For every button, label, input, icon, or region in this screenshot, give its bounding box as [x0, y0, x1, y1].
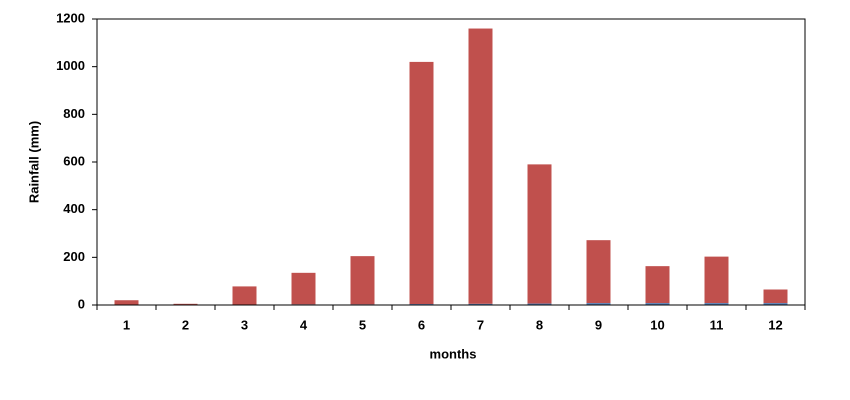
x-tick-label: 10	[650, 317, 664, 332]
bar	[468, 28, 493, 304]
bar	[409, 61, 434, 305]
x-tick-label: 1	[123, 317, 130, 332]
bar	[527, 164, 552, 304]
bar	[114, 300, 139, 305]
y-tick-label: 400	[63, 201, 85, 216]
y-tick-label: 0	[78, 296, 85, 311]
bar	[527, 303, 552, 305]
x-tick-label: 4	[300, 317, 308, 332]
plot-frame	[96, 18, 806, 306]
x-tick-label: 7	[477, 317, 484, 332]
bar	[232, 286, 257, 305]
x-tick-label: 2	[182, 317, 189, 332]
bar	[173, 303, 198, 305]
x-tick-label: 8	[536, 317, 543, 332]
bar	[291, 272, 316, 305]
x-tick-label: 3	[241, 317, 248, 332]
bar	[586, 240, 611, 304]
bar	[645, 266, 670, 304]
y-tick-label: 1000	[56, 58, 85, 73]
x-tick-label: 12	[768, 317, 782, 332]
x-tick-label: 5	[359, 317, 366, 332]
x-tick-label: 9	[595, 317, 602, 332]
x-tick-label: 11	[710, 317, 724, 332]
bar	[763, 289, 788, 304]
bar	[586, 303, 611, 305]
bar	[468, 303, 493, 305]
bar	[645, 303, 670, 305]
y-tick-label: 1200	[56, 10, 85, 25]
y-tick-label: 600	[63, 153, 85, 168]
y-axis-label: Rainfall (mm)	[26, 121, 41, 203]
bar	[704, 303, 729, 305]
x-axis-label: months	[430, 346, 477, 361]
x-tick-label: 6	[418, 317, 425, 332]
y-tick-label: 200	[63, 249, 85, 264]
bar	[763, 303, 788, 305]
y-tick-label: 800	[63, 106, 85, 121]
bar	[704, 256, 729, 304]
bar	[350, 256, 375, 305]
